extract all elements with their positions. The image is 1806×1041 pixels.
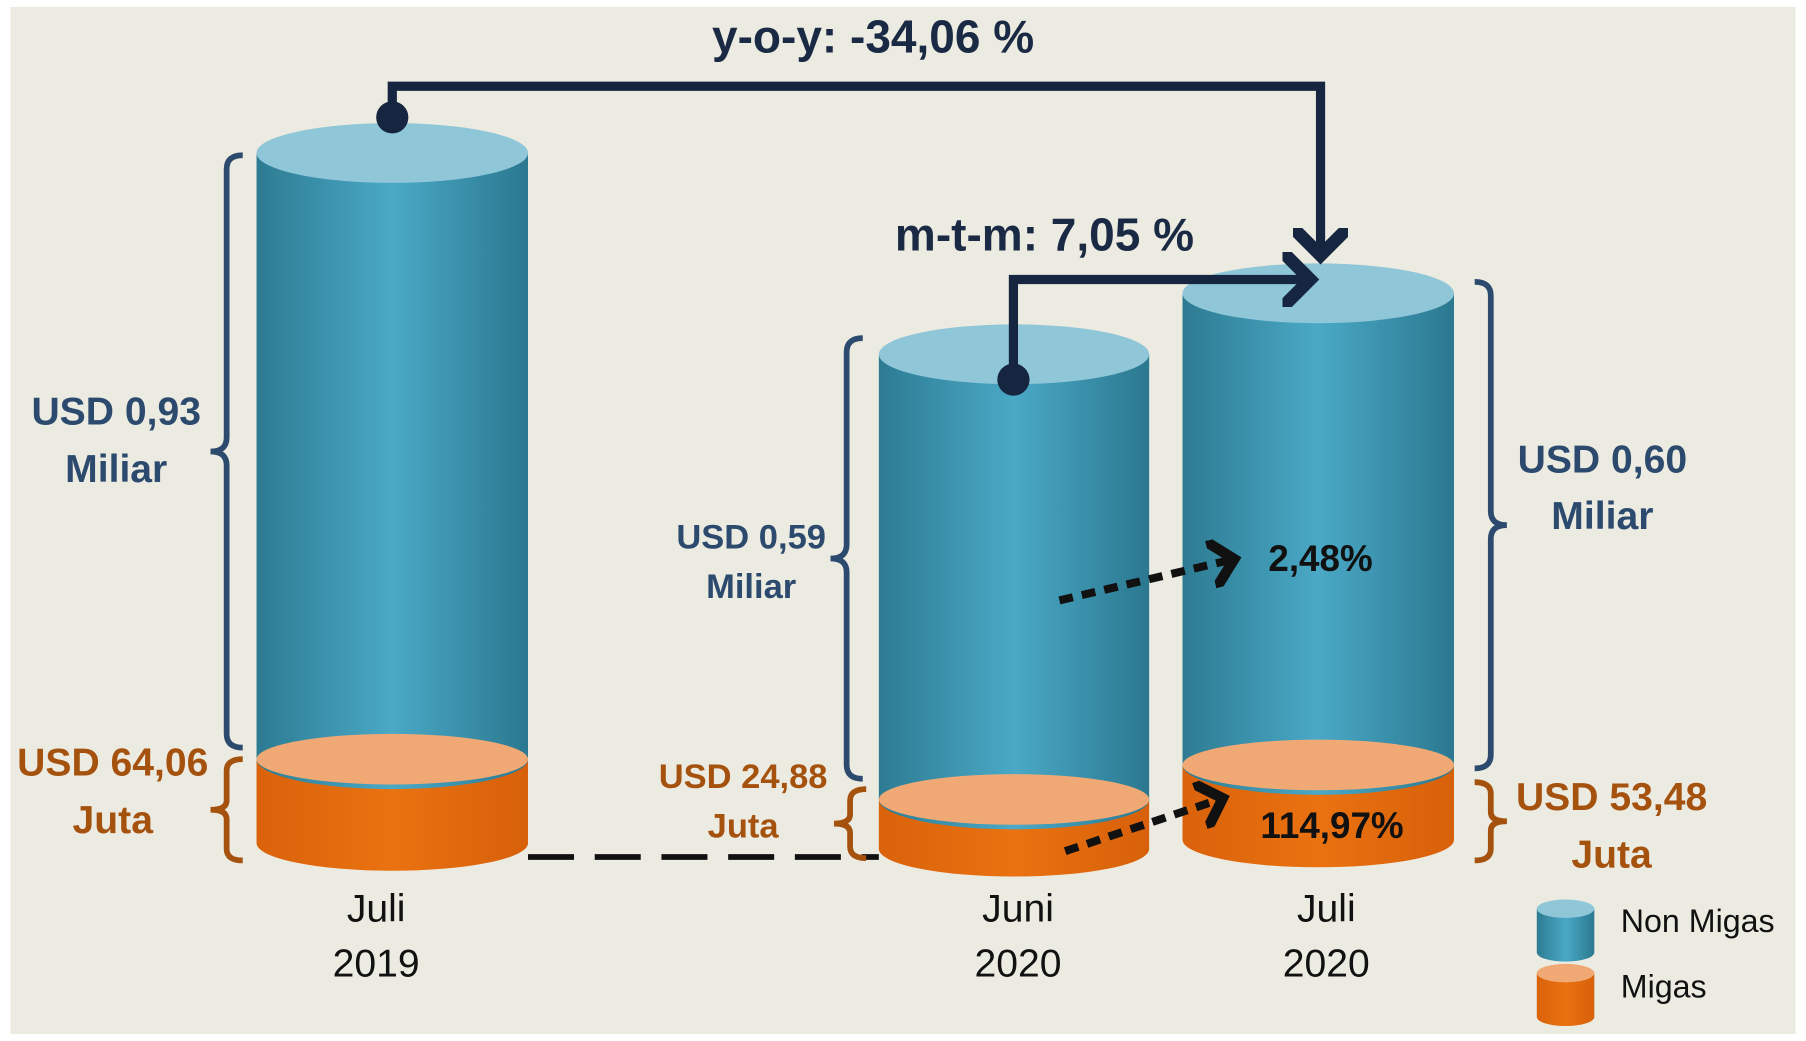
cylinder-top bbox=[1536, 899, 1595, 918]
period-label: 2020 bbox=[975, 943, 1062, 986]
bracket bbox=[1474, 278, 1508, 772]
value-label: USD 64,06 bbox=[17, 741, 208, 784]
period-label: Juli bbox=[1297, 887, 1356, 930]
cylinder-body bbox=[878, 354, 1150, 830]
cylinder-top bbox=[1536, 963, 1595, 983]
value-label: Juta bbox=[708, 807, 780, 845]
bracket bbox=[833, 786, 867, 861]
growth-label: 2,48% bbox=[1268, 538, 1372, 579]
period-label: Juli bbox=[347, 887, 406, 930]
value-label: USD 53,48 bbox=[1516, 776, 1707, 819]
growth-label: 114,97% bbox=[1260, 805, 1403, 846]
bracket bbox=[210, 152, 243, 751]
mtm-label: m-t-m: 7,05 % bbox=[895, 208, 1194, 260]
period-label: Juni bbox=[982, 887, 1054, 930]
cylinder-body bbox=[256, 152, 529, 790]
period-label: 2020 bbox=[1283, 943, 1370, 986]
value-label: Miliar bbox=[65, 448, 167, 491]
cylinder-body bbox=[256, 759, 529, 871]
cylinder-top bbox=[1182, 739, 1454, 791]
bracket bbox=[1474, 779, 1507, 864]
value-label: Juta bbox=[73, 799, 154, 842]
cylinder-top bbox=[256, 123, 529, 183]
cylinder-top bbox=[256, 733, 529, 785]
growth-arrow bbox=[1063, 798, 1223, 856]
legend-label: Non Migas bbox=[1621, 903, 1775, 939]
yoy-label: y-o-y: -34,06 % bbox=[712, 10, 1034, 62]
cylinder-body bbox=[1536, 973, 1595, 1027]
growth-arrow bbox=[1058, 559, 1234, 605]
cylinder-top bbox=[878, 774, 1150, 825]
value-label: USD 0,60 bbox=[1518, 439, 1688, 482]
cylinder-body bbox=[1182, 293, 1454, 795]
bracket bbox=[210, 756, 243, 864]
yoy-dot bbox=[376, 101, 409, 134]
brackets bbox=[210, 152, 1508, 864]
cylinder-top bbox=[1182, 263, 1454, 324]
cylinder-body bbox=[1536, 908, 1595, 962]
legend-label: Migas bbox=[1621, 969, 1707, 1005]
value-label: Miliar bbox=[706, 568, 796, 606]
value-label: Miliar bbox=[1551, 495, 1653, 538]
mtm-arrow bbox=[1008, 280, 1310, 380]
bracket bbox=[830, 335, 863, 782]
value-label: Juta bbox=[1571, 833, 1652, 876]
period-label: 2019 bbox=[333, 943, 420, 986]
mtm-dot bbox=[997, 363, 1030, 396]
value-label: USD 24,88 bbox=[659, 758, 828, 796]
cylinders bbox=[256, 123, 1595, 1027]
value-label: USD 0,93 bbox=[31, 390, 201, 433]
value-label: USD 0,59 bbox=[676, 519, 826, 557]
